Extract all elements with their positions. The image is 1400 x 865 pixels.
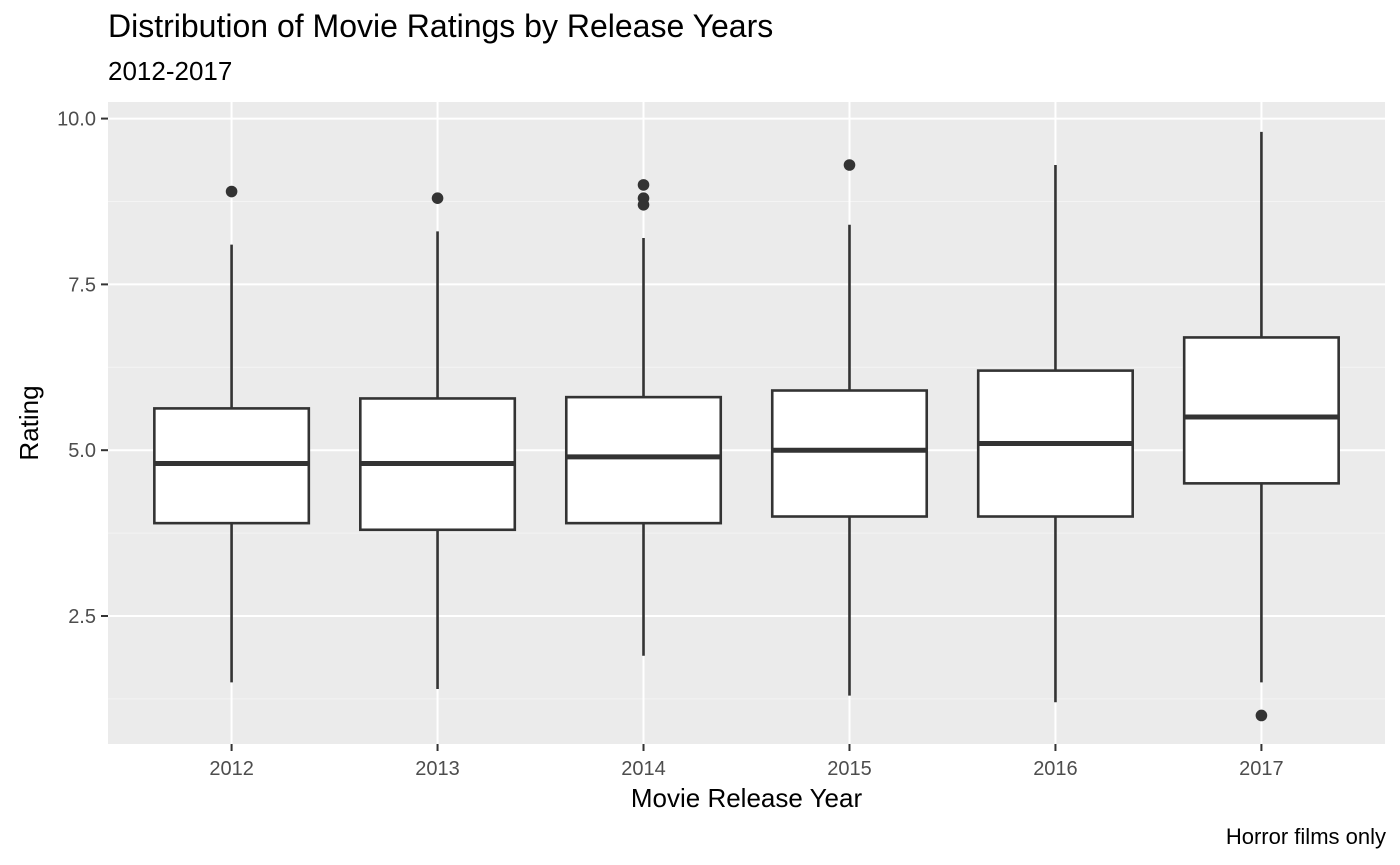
y-tick-label: 7.5 <box>68 274 96 296</box>
y-tick-label: 10.0 <box>57 109 96 131</box>
x-tick-label: 2014 <box>621 758 666 780</box>
plot-panel <box>108 102 1385 744</box>
x-tick-label: 2012 <box>209 758 254 780</box>
box-iqr <box>770 389 929 518</box>
box-iqr <box>1182 336 1340 485</box>
x-axis-label: Movie Release Year <box>631 783 863 813</box>
y-tick-label: 2.5 <box>68 606 96 628</box>
chart-caption: Horror films only <box>1225 824 1386 849</box>
x-tick-label: 2013 <box>415 758 460 780</box>
chart-title: Distribution of Movie Ratings by Release… <box>108 8 774 44</box>
outlier-point <box>225 185 238 198</box>
x-tick-label: 2015 <box>827 758 872 780</box>
outlier-point <box>843 159 856 171</box>
outlier-point <box>637 179 650 191</box>
outlier-point <box>637 198 650 211</box>
box-iqr <box>564 395 723 525</box>
x-tick-label: 2016 <box>1033 758 1078 780</box>
x-tick-label: 2017 <box>1239 758 1284 780</box>
chart-subtitle: 2012-2017 <box>108 56 233 86</box>
outlier-point <box>1255 709 1268 722</box>
y-axis-label: Rating <box>14 385 44 460</box>
outlier-point <box>431 192 444 204</box>
y-tick-label: 5.0 <box>68 440 96 462</box>
